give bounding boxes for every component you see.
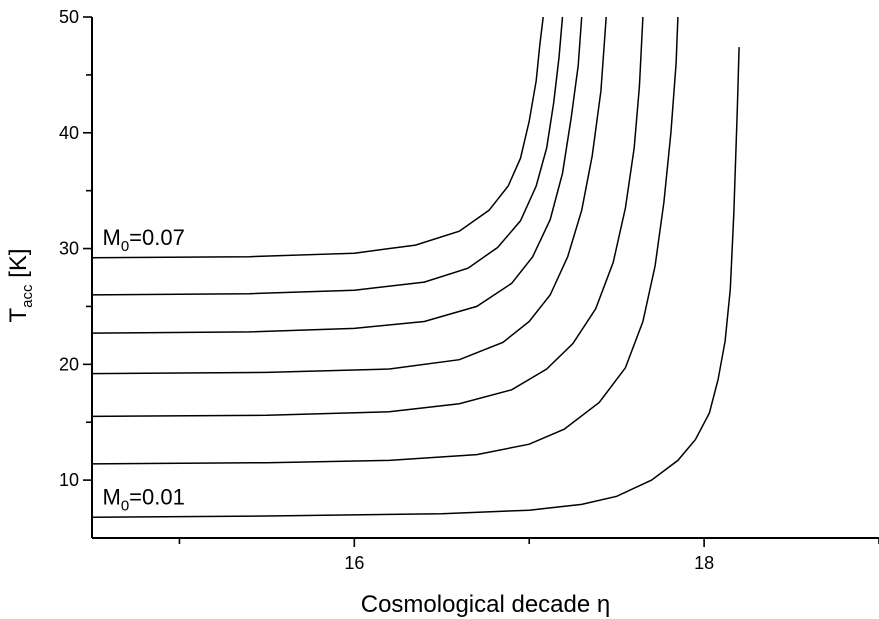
- annotation-m0-bottom: M0=0.01: [102, 484, 184, 514]
- ticks-group: 16 18 10 20 30 40 50: [59, 7, 879, 573]
- y-tick-label: 50: [59, 7, 79, 27]
- annotation-m0-top: M0=0.07: [102, 225, 184, 255]
- x-axis-title: Cosmological decade η: [361, 591, 610, 618]
- y-axis-title-subscript: acc: [19, 284, 36, 308]
- y-axis-title: Tacc [K]: [5, 248, 36, 322]
- y-tick-label: 10: [59, 470, 79, 490]
- axes-group: [91, 17, 879, 539]
- x-tick-label: 16: [344, 553, 364, 573]
- curve-3: [91, 16, 644, 418]
- curves-group: [91, 16, 740, 518]
- y-tick-label: 40: [59, 123, 79, 143]
- y-axis-title-unit: [K]: [5, 248, 32, 284]
- annotations-group: M0=0.07 M0=0.01: [102, 225, 184, 514]
- curve-4: [91, 16, 607, 375]
- x-tick-label: 18: [694, 553, 714, 573]
- curve-1: [91, 47, 740, 518]
- y-tick-label: 30: [59, 239, 79, 259]
- curve-7: [91, 16, 544, 259]
- y-tick-label: 20: [59, 354, 79, 374]
- curve-2: [91, 16, 679, 465]
- y-axis-title-main: T: [5, 308, 32, 323]
- curve-6: [91, 16, 564, 296]
- curve-5: [91, 16, 583, 334]
